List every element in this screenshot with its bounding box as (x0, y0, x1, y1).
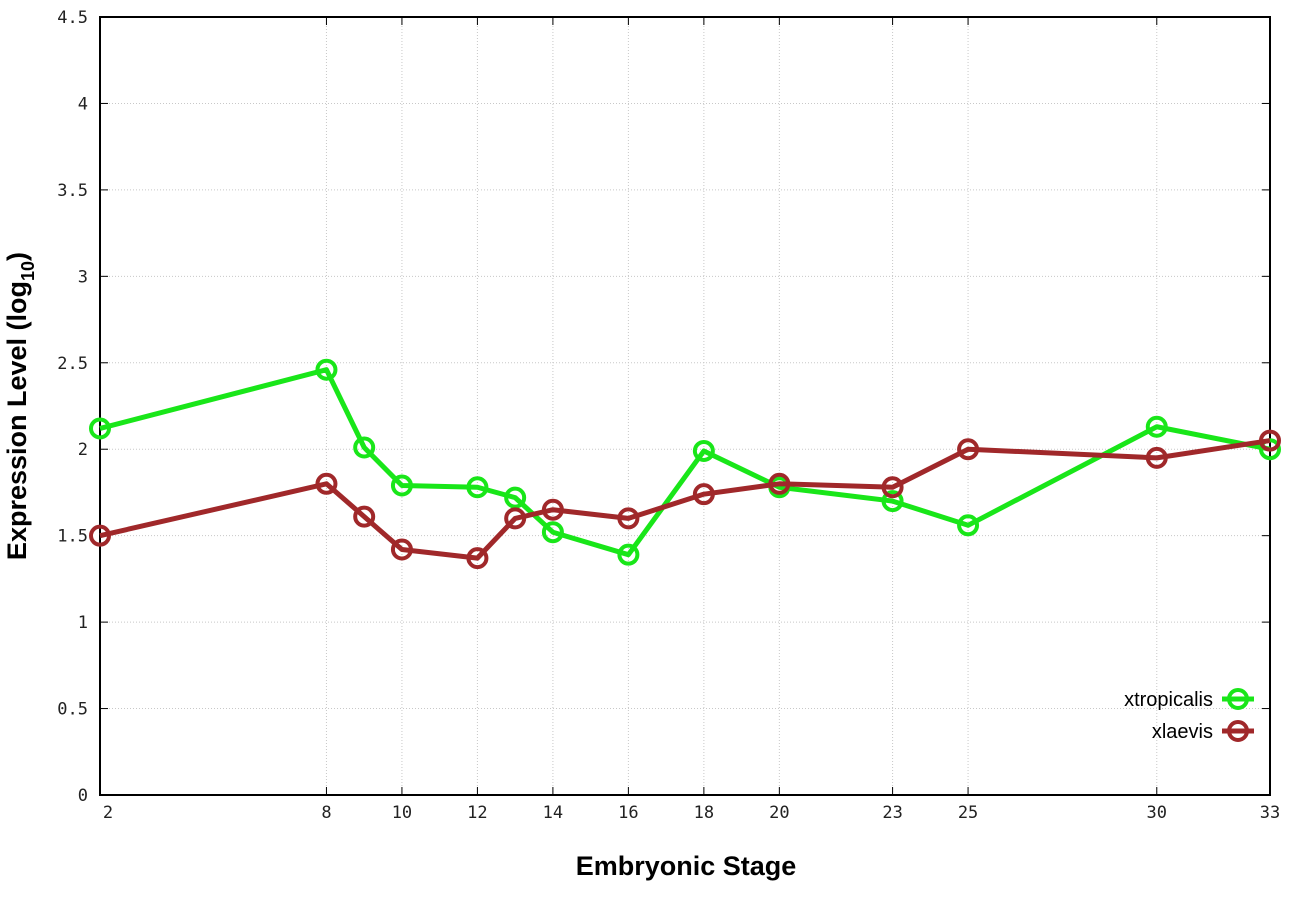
data-point-xlaevis (1259, 429, 1281, 452)
data-point-xlaevis (390, 538, 413, 561)
data-point-xtropicalis (315, 358, 338, 381)
series-line-xtropicalis (99, 367, 1271, 558)
y-axis-label-main: Expression Level (log (2, 281, 32, 560)
data-point-xlaevis (957, 438, 980, 461)
data-point-xlaevis (881, 476, 904, 499)
y-axis-label: Expression Level (log10) (2, 252, 38, 560)
legend: xtropicalis xlaevis (1124, 688, 1254, 743)
plot-frame (99, 16, 1271, 796)
series (89, 358, 1281, 570)
x-tick-label: 33 (1260, 803, 1280, 823)
x-tick-label: 23 (882, 803, 902, 823)
x-tick-label: 25 (958, 803, 978, 823)
series-xlaevis (89, 429, 1281, 570)
legend-label: xlaevis (1152, 721, 1213, 743)
data-point-xlaevis (315, 472, 338, 495)
y-tick-label: 0 (78, 786, 88, 806)
data-point-xtropicalis (617, 543, 640, 566)
y-tick-label: 1.5 (57, 527, 88, 547)
y-tick-label: 2.5 (57, 354, 88, 374)
x-tick-label: 8 (321, 803, 331, 823)
y-tick-label: 3.5 (57, 181, 88, 201)
y-tick-label: 1 (78, 613, 88, 633)
ticks: 0 0.5 1 1.5 2 2.5 3 3.5 4 4.5 2 8 10 12 14 16 18 20 23 25 30… (57, 8, 1280, 823)
data-point-xtropicalis (957, 514, 980, 537)
y-tick-label: 4 (78, 94, 88, 114)
x-tick-label: 14 (543, 803, 563, 823)
data-point-xtropicalis (1259, 438, 1281, 461)
x-tick-label: 10 (392, 803, 412, 823)
legend-label: xtropicalis (1124, 689, 1213, 711)
data-point-xlaevis (692, 483, 715, 506)
data-point-xlaevis (466, 547, 489, 570)
y-tick-label: 4.5 (57, 8, 88, 28)
data-point-xtropicalis (1145, 415, 1168, 438)
data-point-xtropicalis (881, 490, 904, 513)
x-tick-label: 18 (694, 803, 714, 823)
data-point-xtropicalis (504, 486, 527, 509)
y-tick-label: 3 (78, 267, 88, 287)
data-point-xlaevis (353, 505, 376, 528)
data-point-xtropicalis (541, 521, 564, 544)
x-tick-label: 12 (467, 803, 487, 823)
grid (99, 16, 1271, 796)
data-point-xlaevis (768, 472, 791, 495)
data-point-xlaevis (89, 524, 111, 547)
legend-marker (1227, 720, 1249, 742)
x-tick-label: 2 (103, 803, 113, 823)
x-tick-label: 30 (1147, 803, 1167, 823)
x-tick-label: 16 (618, 803, 638, 823)
data-point-xtropicalis (353, 436, 376, 459)
data-point-xtropicalis (390, 474, 413, 497)
data-point-xlaevis (504, 507, 527, 530)
series-xtropicalis (89, 358, 1281, 566)
data-point-xtropicalis (89, 417, 111, 440)
data-point-xlaevis (617, 507, 640, 530)
x-axis-label: Embryonic Stage (576, 851, 797, 881)
data-point-xtropicalis (466, 476, 489, 499)
y-tick-label: 2 (78, 440, 88, 460)
y-tick-label: 0.5 (57, 700, 88, 720)
x-tick-label: 20 (769, 803, 789, 823)
data-point-xlaevis (1145, 446, 1168, 469)
data-point-xtropicalis (692, 439, 715, 462)
legend-marker (1227, 688, 1249, 710)
y-axis-label-sub: 10 (18, 261, 38, 281)
y-axis-label-end: ) (2, 252, 32, 261)
data-point-xlaevis (541, 498, 564, 521)
